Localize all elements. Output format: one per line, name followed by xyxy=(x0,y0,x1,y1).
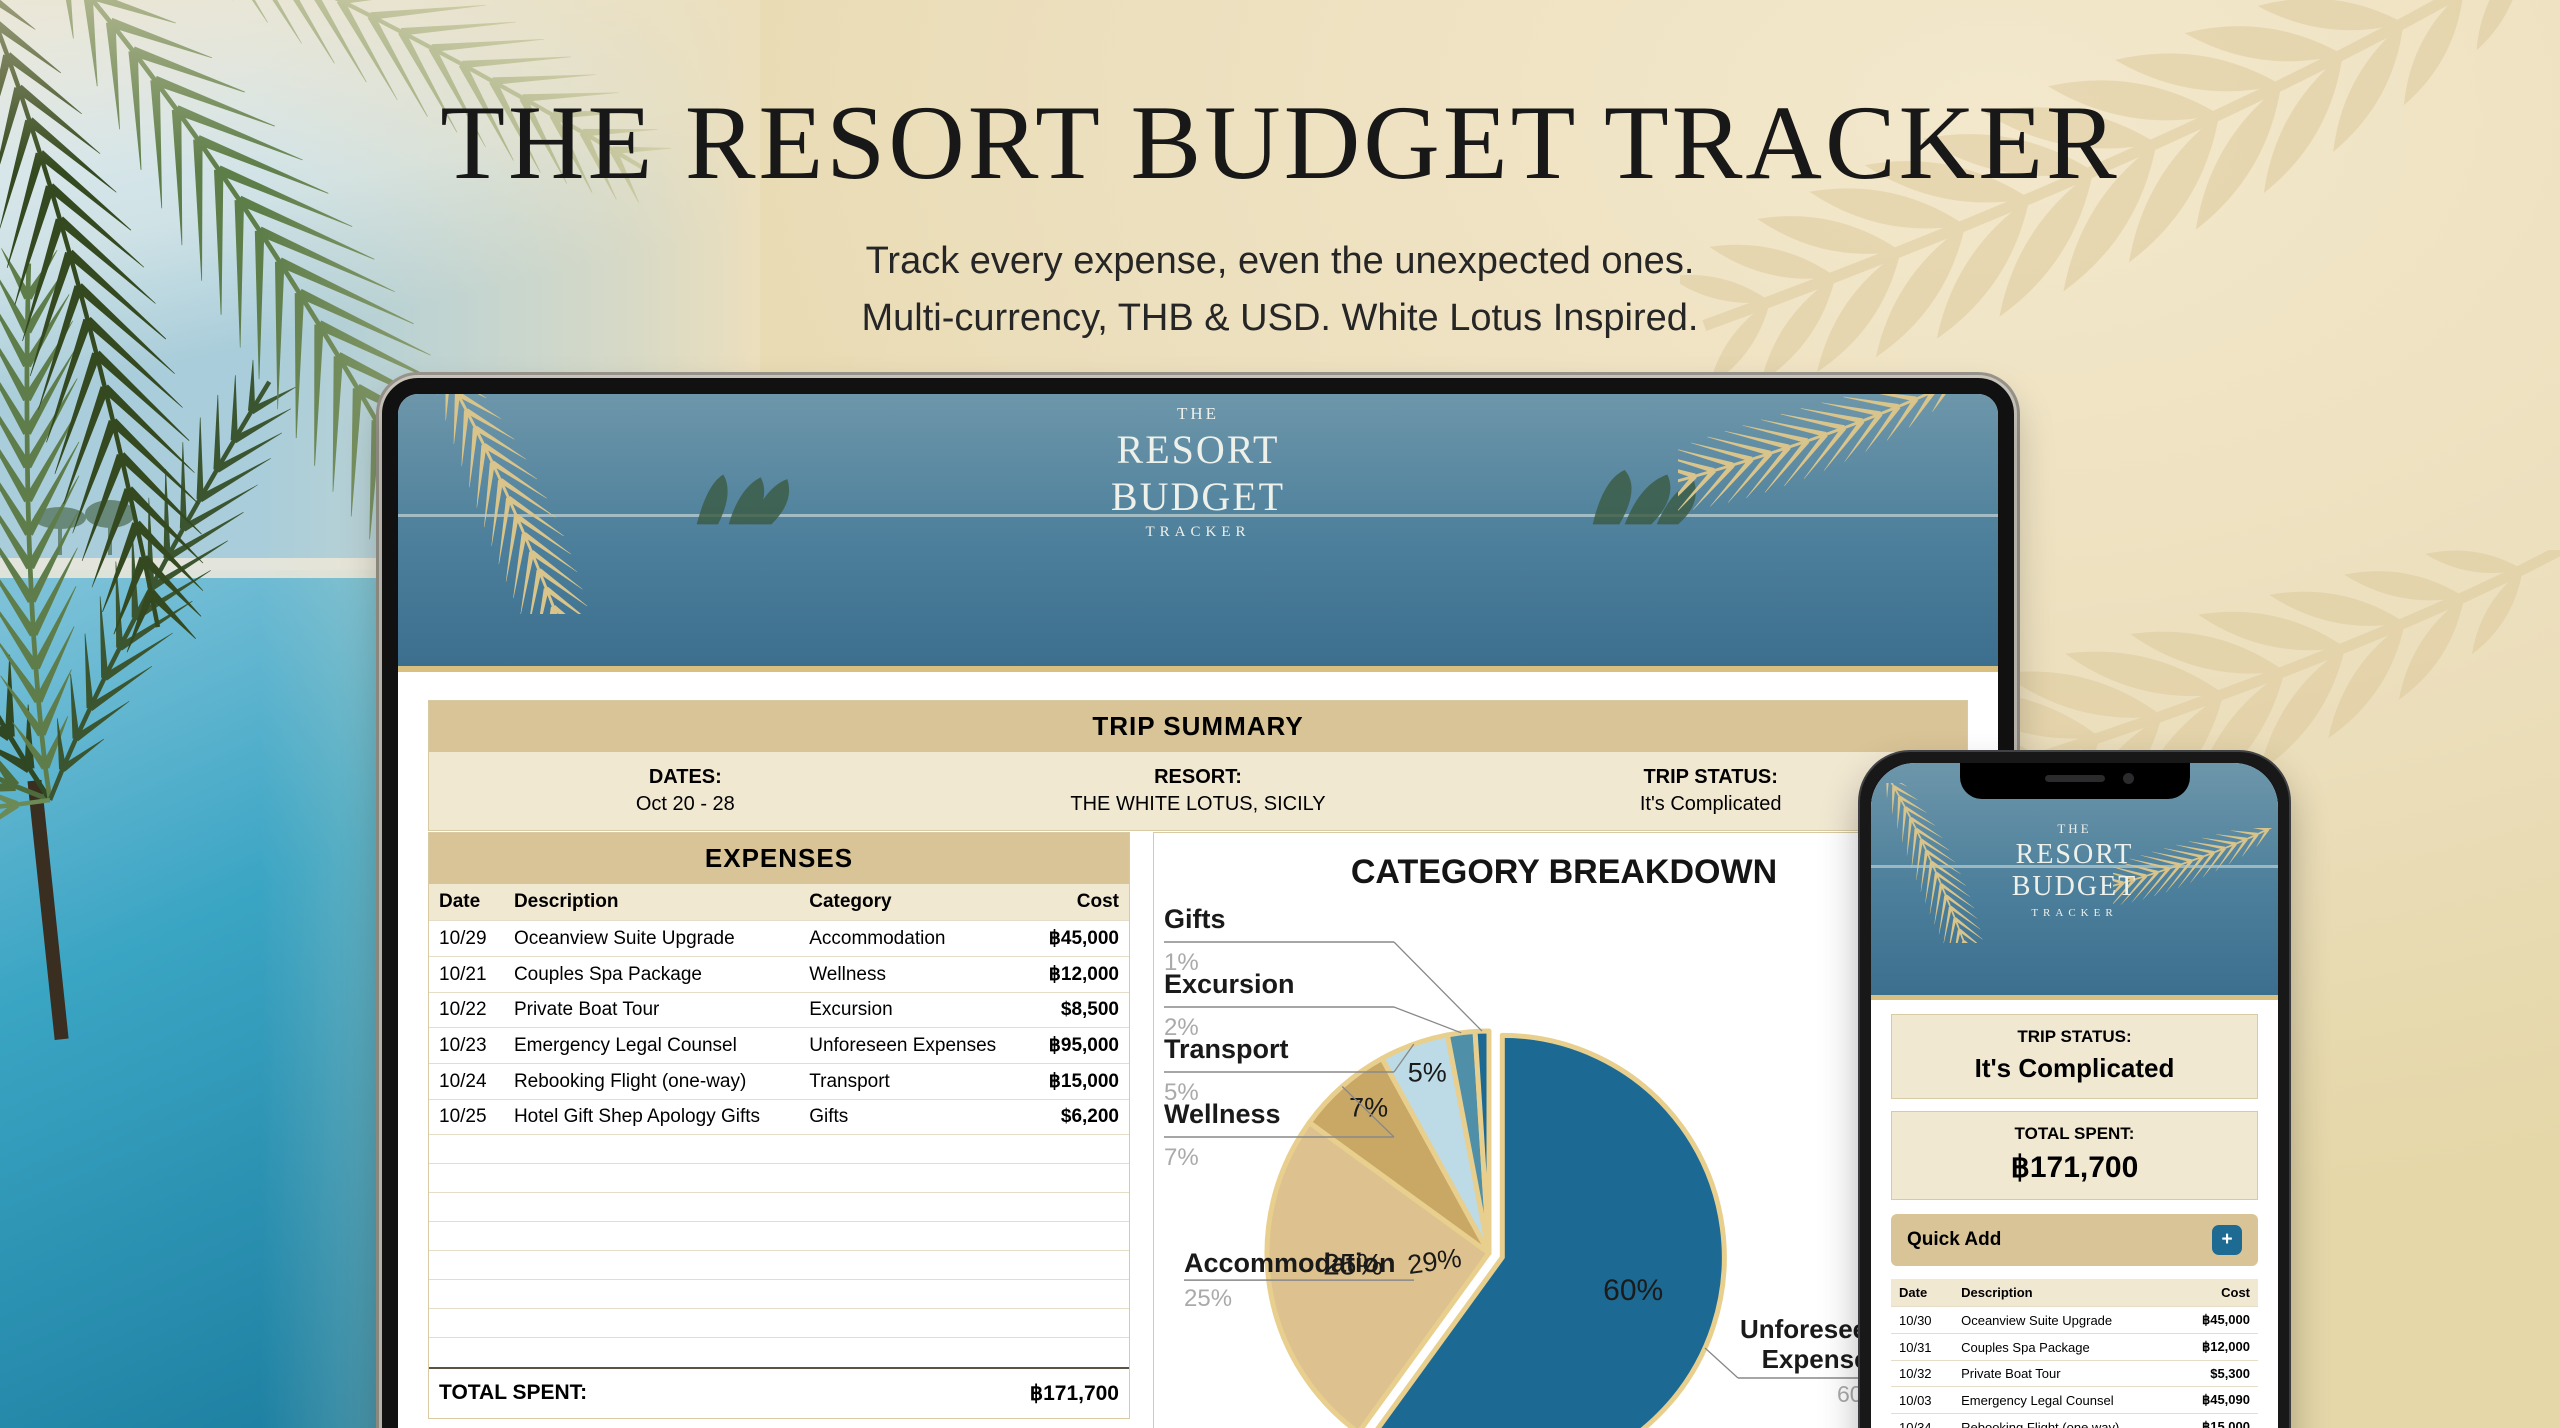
svg-text:7%: 7% xyxy=(1349,1092,1388,1122)
svg-text:60%: 60% xyxy=(1603,1274,1663,1307)
svg-text:5%: 5% xyxy=(1408,1058,1447,1088)
svg-text:Gifts: Gifts xyxy=(1164,904,1226,934)
svg-text:Wellness: Wellness xyxy=(1164,1099,1281,1129)
svg-text:Transport: Transport xyxy=(1164,1034,1289,1064)
svg-text:Excursion: Excursion xyxy=(1164,969,1295,999)
svg-text:Accommodation: Accommodation xyxy=(1184,1248,1396,1278)
svg-text:25%: 25% xyxy=(1184,1285,1232,1312)
svg-text:CATEGORY BREAKDOWN: CATEGORY BREAKDOWN xyxy=(1351,853,1777,891)
svg-text:7%: 7% xyxy=(1164,1144,1199,1171)
